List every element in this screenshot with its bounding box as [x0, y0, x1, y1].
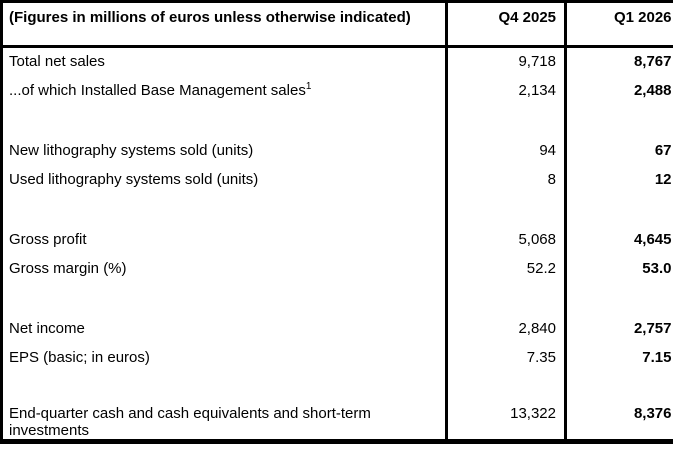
table-row: EPS (basic; in euros) 7.35 7.15: [2, 342, 673, 372]
header-label: (Figures in millions of euros unless oth…: [9, 9, 411, 26]
q4-value-cell: 94: [445, 135, 566, 165]
q4-value-cell: 7.35: [445, 342, 566, 372]
footnote-marker: 1: [305, 80, 312, 92]
spacer-row: [2, 282, 673, 314]
header-col-q4: Q4 2025: [445, 1, 566, 48]
q1-value-cell: 53.0: [564, 253, 673, 283]
q1-value-cell: 2,488: [564, 75, 673, 105]
q4-value-cell: 2,134: [445, 75, 566, 105]
row-label-cell: ...of which Installed Base Management sa…: [2, 76, 447, 105]
table-row: Used lithography systems sold (units) 8 …: [2, 164, 673, 194]
header-col-q1: Q1 2026: [564, 1, 673, 48]
row-label-cell: Total net sales: [9, 53, 105, 71]
row-label-cell: EPS (basic; in euros): [9, 348, 150, 366]
row-label-cell: New lithography systems sold (units): [9, 141, 254, 159]
row-label: ...of which Installed Base Management sa…: [9, 81, 306, 99]
q1-value-cell: 12: [564, 164, 673, 194]
q1-value-cell: 7.15: [564, 342, 673, 372]
row-label-cell: Net income: [9, 319, 85, 337]
table-header-row: (Figures in millions of euros unless oth…: [1, 1, 673, 48]
q1-value-cell: 8,767: [564, 46, 673, 76]
row-label-cell: Used lithography systems sold (units): [9, 170, 259, 188]
spacer-row: [2, 104, 673, 136]
q4-value-cell: 2,840: [445, 313, 566, 343]
table-row: Gross profit 5,068 4,645: [2, 224, 673, 254]
spacer-row: [2, 193, 673, 225]
q4-value-cell: 13,322: [445, 402, 566, 442]
table-row: Net income 2,840 2,757: [2, 313, 673, 343]
row-label-cell: Gross margin (%): [9, 259, 127, 277]
q1-value-cell: 2,757: [564, 313, 673, 343]
row-label-cell: End-quarter cash and cash equivalents an…: [9, 404, 371, 439]
spacer-row: [2, 371, 673, 403]
row-label-cell: Gross profit: [9, 230, 87, 248]
table-row: End-quarter cash and cash equivalents an…: [2, 402, 673, 442]
q4-value-cell: 5,068: [445, 224, 566, 254]
table-row: New lithography systems sold (units) 94 …: [2, 135, 673, 165]
q4-value-cell: 52.2: [445, 253, 566, 283]
table-row: Gross margin (%) 52.2 53.0: [2, 253, 673, 283]
table-row: ...of which Installed Base Management sa…: [2, 75, 673, 105]
q4-value-cell: 8: [445, 164, 566, 194]
table-row: Total net sales 9,718 8,767: [2, 46, 673, 76]
header-label-cell: (Figures in millions of euros unless oth…: [1, 1, 447, 48]
q1-value-cell: 67: [564, 135, 673, 165]
q1-value-cell: 4,645: [564, 224, 673, 254]
q4-value-cell: 9,718: [445, 46, 566, 76]
q1-value-cell: 8,376: [564, 402, 673, 442]
